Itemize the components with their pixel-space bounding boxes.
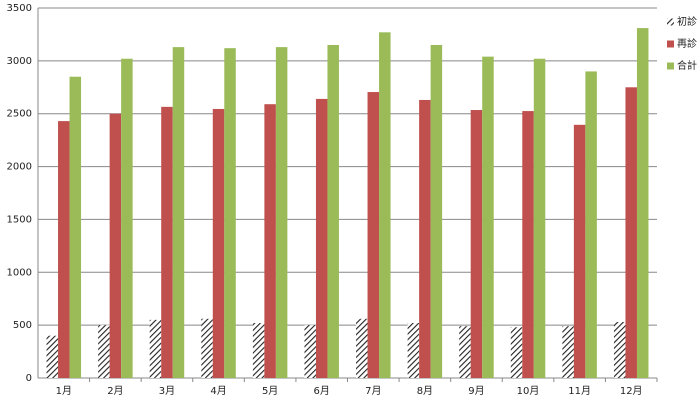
x-tick-label: 4月 [210,385,226,397]
legend-swatch [667,40,674,48]
x-tick-label: 12月 [620,385,643,397]
bar [510,327,523,378]
x-tick-label: 6月 [314,385,330,397]
bar [149,319,162,378]
x-tick-label: 3月 [159,385,175,397]
y-tick-label: 1000 [7,267,32,278]
bar [275,47,288,378]
bar [613,321,626,378]
x-tick-label: 2月 [107,385,123,397]
bar [356,318,368,378]
legend-swatch [667,62,674,70]
bar [636,28,649,378]
bar [367,92,380,379]
bar [315,98,328,379]
bar [533,58,546,378]
bar [161,106,173,378]
bar [459,326,471,378]
legend-label: 再診 [677,37,697,50]
bar [430,45,443,378]
legend-swatch [667,18,674,26]
y-tick-label: 1500 [7,214,32,225]
bar [98,325,110,378]
x-tick-label: 11月 [568,385,591,397]
bar [201,318,213,378]
bar [252,323,265,378]
bar [58,121,70,378]
x-tick-label: 8月 [417,385,433,397]
bar [172,47,185,378]
legend-label: 合計 [677,59,697,72]
y-tick-label: 2500 [7,109,32,120]
y-tick-label: 3500 [7,3,32,14]
legend-label: 初診 [677,15,697,28]
bar [379,32,391,379]
x-tick-label: 1月 [56,385,72,397]
bar [121,58,133,378]
bar [224,48,236,379]
bar [264,104,276,378]
x-tick-label: 5月 [262,385,278,397]
bar [470,110,483,378]
y-tick-label: 3000 [7,56,32,67]
y-tick-label: 2000 [7,162,32,173]
bar [562,326,574,378]
bar [482,56,494,378]
bar [109,113,122,378]
bar [327,45,339,378]
x-tick-label: 10月 [517,385,540,397]
bar [625,87,637,379]
bar [46,335,59,378]
bar [419,99,431,378]
bar [212,108,225,378]
bar [304,325,316,378]
bar [573,124,586,378]
bar [407,323,420,378]
x-tick-label: 9月 [468,385,484,397]
bar [69,76,82,378]
y-tick-label: 0 [26,373,32,384]
bar [585,71,597,378]
y-tick-label: 500 [13,320,32,331]
bar [522,111,534,379]
x-tick-label: 7月 [365,385,381,397]
